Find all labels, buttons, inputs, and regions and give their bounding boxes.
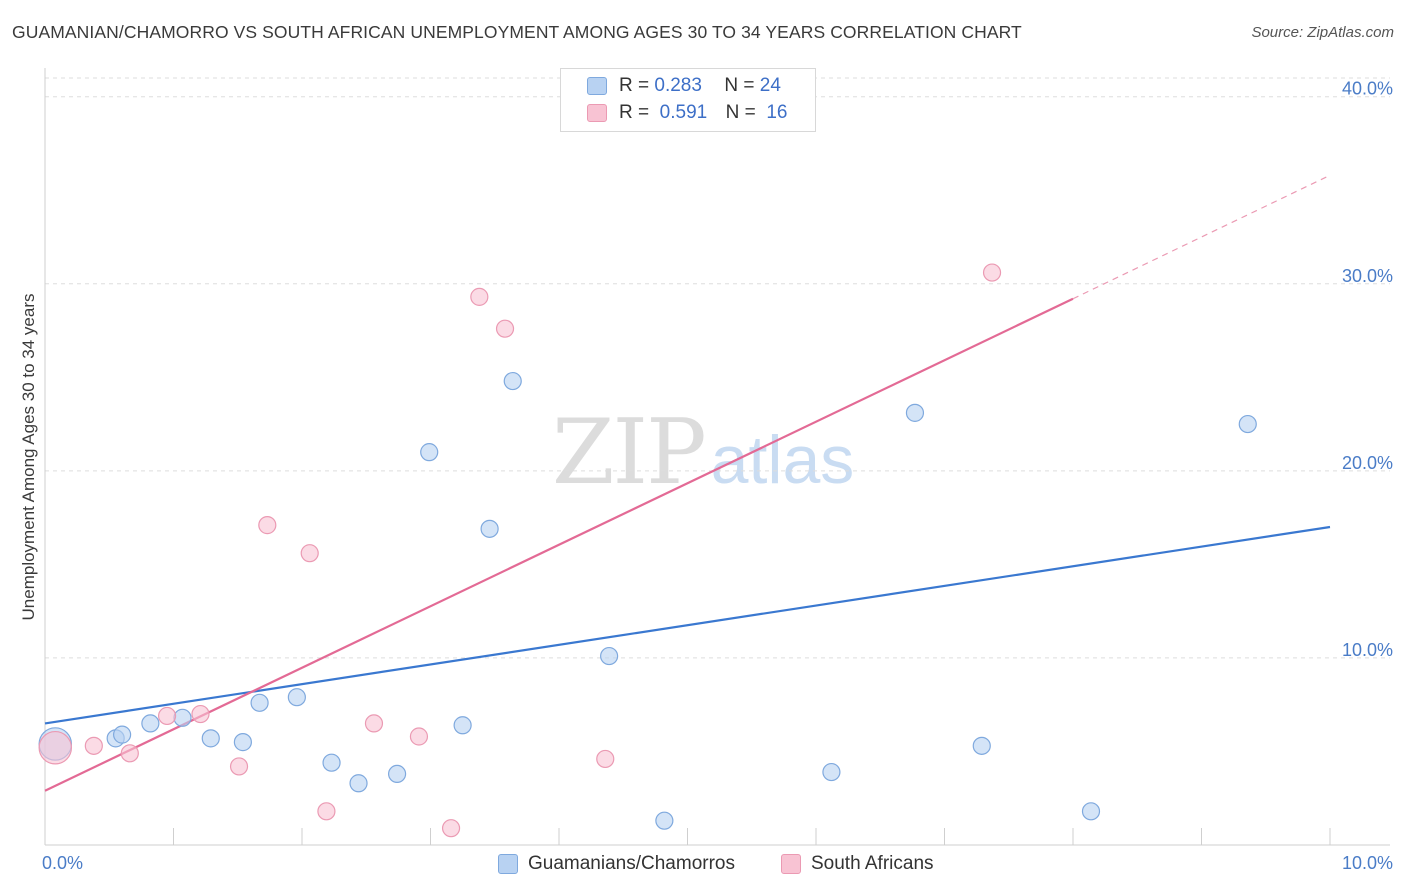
point-south-african: [982, 263, 1002, 282]
legend-swatch-pink: [587, 104, 607, 122]
y-tick-label: 10.0%: [1342, 640, 1393, 660]
y-tick-label: 30.0%: [1342, 266, 1393, 286]
point-south-african: [409, 727, 429, 746]
point-guamanian: [600, 646, 619, 666]
point-layer: [38, 81, 1257, 838]
legend-r-value: 0.283: [654, 75, 702, 96]
legend-n-value: 16: [766, 102, 788, 123]
point-south-african: [120, 744, 139, 763]
y-tick-label: 40.0%: [1342, 79, 1393, 99]
legend-row-guamanians: R = 0.283 N = 24: [587, 75, 781, 97]
source-label: Source: ZipAtlas.com: [1251, 24, 1394, 41]
legend-n-value: 24: [759, 75, 781, 96]
bottom-swatch-pink: [781, 854, 801, 874]
point-south-african: [300, 544, 319, 563]
point-guamanian: [387, 764, 407, 784]
legend-n-label: N =: [724, 75, 755, 96]
trend-line-south-africans: [44, 297, 1074, 792]
point-guamanian: [287, 688, 306, 707]
point-south-african: [191, 704, 210, 724]
chart-title: GUAMANIAN/CHAMORRO VS SOUTH AFRICAN UNEM…: [12, 22, 1022, 42]
bottom-swatch-blue: [498, 854, 518, 874]
point-south-african: [317, 802, 336, 821]
legend-r-label: R =: [619, 75, 650, 96]
trend-layer: [44, 174, 1331, 792]
point-guamanian: [173, 708, 192, 727]
x-tick-label: 10.0%: [1342, 853, 1393, 873]
bottom-legend-label: South Africans: [811, 853, 934, 874]
point-south-african: [441, 819, 461, 838]
trend-line-guamanians: [44, 525, 1331, 725]
point-guamanian: [349, 774, 368, 793]
point-south-african: [84, 736, 103, 755]
point-guamanian: [112, 725, 132, 744]
point-guamanian: [322, 753, 341, 772]
y-axis-title: Unemployment Among Ages 30 to 34 years: [19, 294, 38, 621]
point-south-african: [470, 287, 489, 306]
point-guamanian: [1081, 802, 1101, 821]
legend-swatch-blue: [587, 77, 607, 95]
correlation-legend: R = 0.283 N = 24 R = 0.591 N = 16: [560, 68, 816, 132]
y-tick-label: 20.0%: [1342, 453, 1393, 473]
grid-layer: [45, 77, 1390, 659]
point-guamanian: [453, 716, 472, 735]
x-tick-label: 0.0%: [42, 853, 83, 873]
legend-r-value: 0.591: [659, 102, 708, 123]
point-guamanian: [141, 714, 160, 733]
trend-line-extension: [1072, 174, 1331, 300]
point-guamanian: [480, 519, 499, 538]
point-guamanian: [972, 736, 991, 755]
legend-row-south-africans: R = 0.591 N = 16: [587, 102, 787, 124]
bottom-legend-guamanians: Guamanians/Chamorros: [498, 852, 735, 876]
point-south-african: [258, 516, 277, 535]
point-guamanian: [822, 762, 841, 782]
point-guamanian: [233, 733, 252, 752]
legend-r-label: R =: [619, 102, 650, 123]
point-south-african: [157, 706, 177, 726]
point-guamanian: [503, 371, 522, 391]
bottom-legend-south-africans: South Africans: [781, 852, 934, 876]
legend-n-label: N =: [725, 102, 756, 123]
label-layer: 10.0% 20.0% 30.0% 40.0% 0.0% 10.0% Unemploymen…: [19, 79, 1393, 873]
point-guamanian: [655, 811, 674, 830]
point-south-african: [495, 319, 515, 338]
point-south-african: [229, 757, 249, 776]
point-south-african: [596, 749, 615, 769]
bottom-legend-label: Guamanians/Chamorros: [528, 853, 735, 874]
point-guamanian: [250, 693, 269, 712]
point-guamanian: [1238, 414, 1257, 434]
axis-layer: [44, 68, 1390, 846]
point-guamanian: [905, 403, 925, 422]
point-guamanian: [201, 729, 220, 748]
point-south-african: [38, 730, 73, 765]
point-south-african: [364, 714, 384, 733]
point-guamanian: [420, 443, 439, 462]
